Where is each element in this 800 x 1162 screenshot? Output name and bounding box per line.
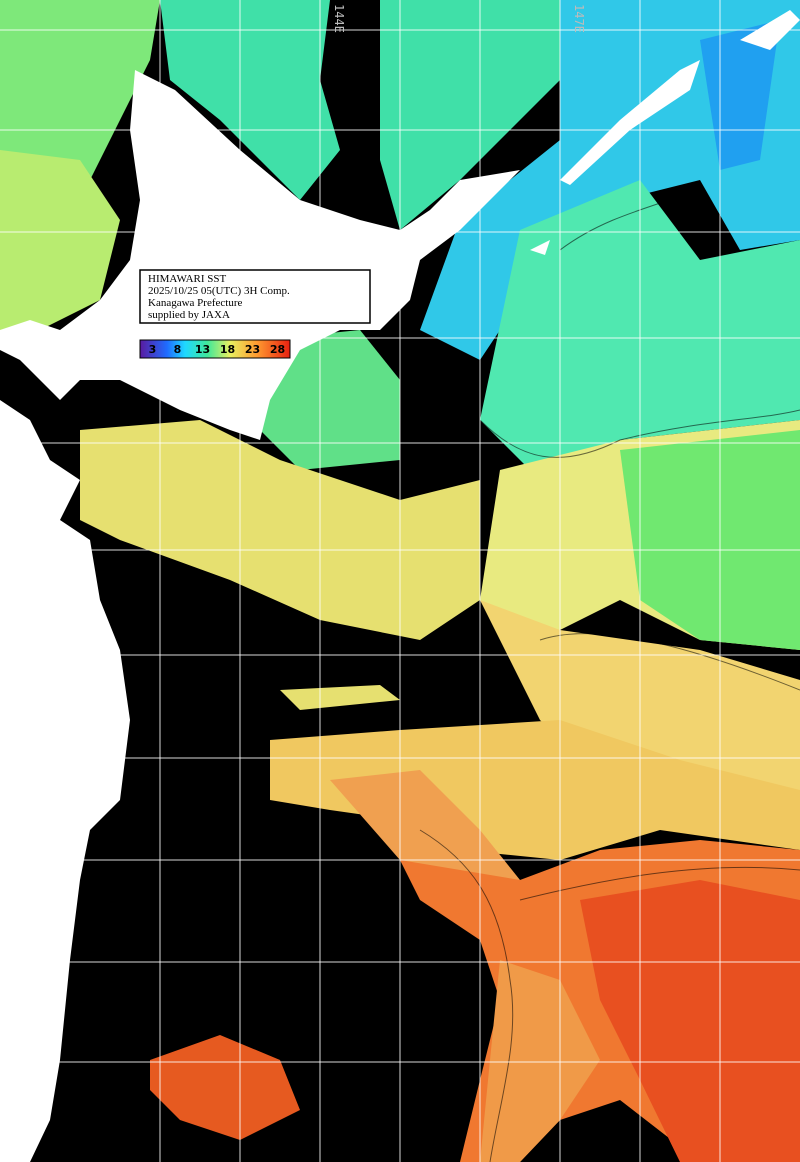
colorbar-label: 13 xyxy=(195,343,210,356)
land xyxy=(0,10,800,1162)
info-box: HIMAWARI SST 2025/10/25 05(UTC) 3H Comp.… xyxy=(139,269,371,324)
colorbar-label: 23 xyxy=(245,343,260,356)
colorbar-label: 3 xyxy=(149,343,157,356)
info-line: supplied by JAXA xyxy=(148,309,230,321)
info-line: 2025/10/25 05(UTC) 3H Comp. xyxy=(148,285,290,297)
longitude-label: 144E xyxy=(332,4,346,33)
contours xyxy=(419,189,800,1162)
info-line: HIMAWARI SST xyxy=(148,273,227,285)
info-box-frame xyxy=(139,269,371,324)
colorbar: 3 8 13 18 23 28 xyxy=(139,339,291,359)
colorbar-label: 28 xyxy=(270,343,285,356)
colorbar-label: 18 xyxy=(220,343,235,356)
colorbar-ramp xyxy=(139,339,291,359)
colorbar-label: 8 xyxy=(174,343,182,356)
info-line: Kanagawa Prefecture xyxy=(148,297,242,309)
longitude-label: 147E xyxy=(572,4,586,33)
